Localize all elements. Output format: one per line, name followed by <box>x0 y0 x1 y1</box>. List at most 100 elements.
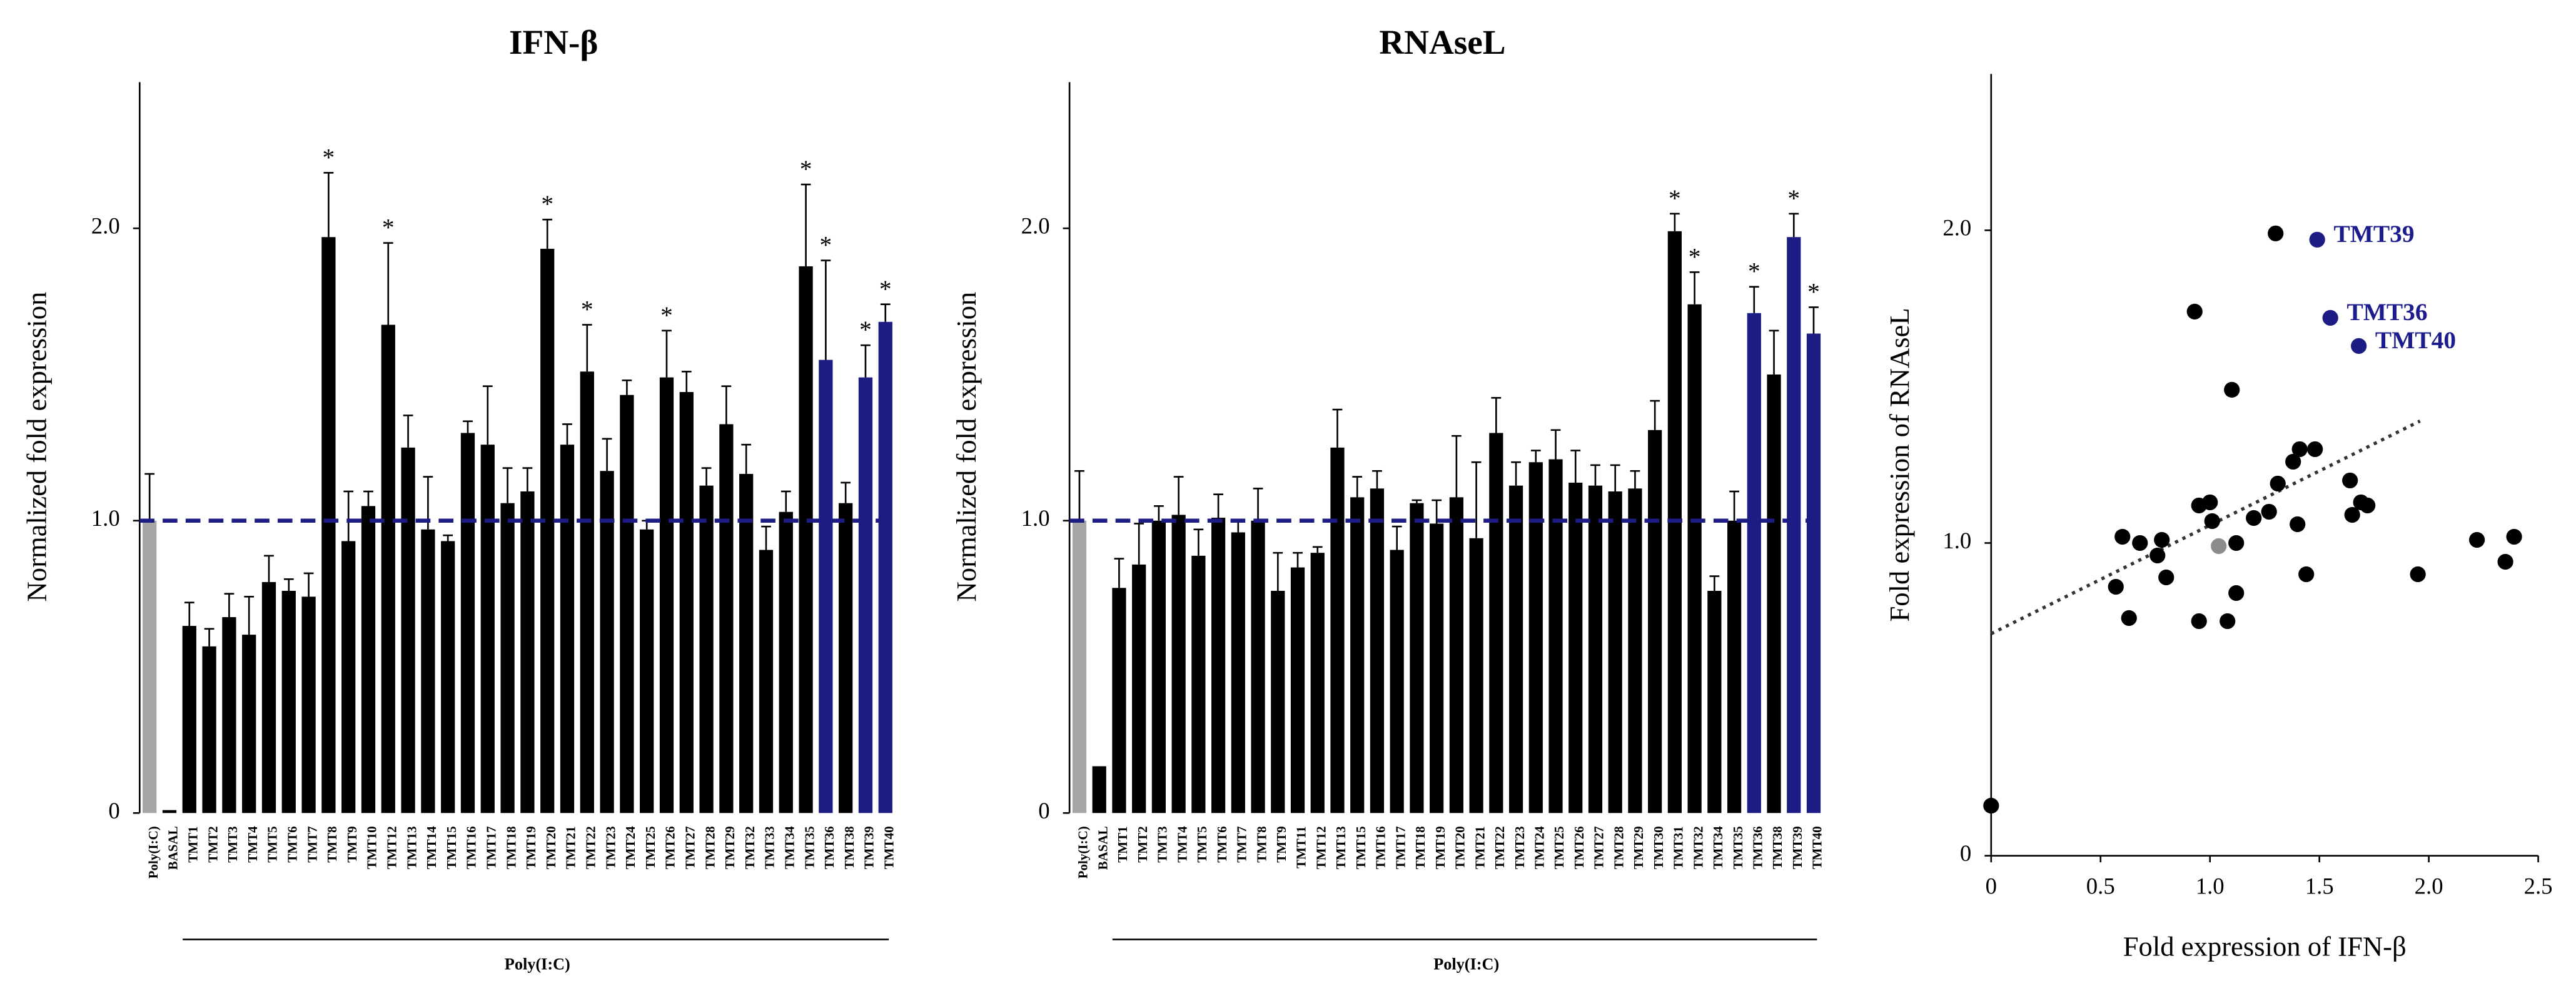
bar <box>381 324 395 813</box>
x-tick-label: TMT13 <box>1333 826 1348 869</box>
x-tick-label: TMT13 <box>404 826 419 869</box>
point <box>2154 531 2170 548</box>
x-tick-label: TMT16 <box>1373 826 1388 869</box>
x-tick-label: 2.0 <box>2415 873 2443 899</box>
bar <box>401 447 415 813</box>
point <box>2497 553 2513 570</box>
x-tick-label: TMT7 <box>1235 826 1250 862</box>
x-tick-label: TMT35 <box>802 826 817 869</box>
x-tick-label: TMT32 <box>742 826 757 869</box>
bar <box>739 473 754 813</box>
bar <box>600 471 614 813</box>
x-tick-label: TMT38 <box>842 826 857 869</box>
x-tick-label: TMT1 <box>185 826 200 862</box>
x-tick-label: TMT25 <box>1552 826 1567 869</box>
x-tick-label: TMT7 <box>305 826 320 862</box>
bar <box>1151 520 1166 813</box>
y-tick-label: 1.0 <box>1942 528 1971 553</box>
x-tick-label: 2.5 <box>2524 873 2553 899</box>
x-tick-label: TMT39 <box>1790 826 1805 869</box>
x-tick-label: BASAL <box>1095 826 1110 870</box>
significance-star: * <box>382 214 395 241</box>
bar <box>301 596 316 813</box>
bar <box>202 646 216 813</box>
bar <box>759 550 774 813</box>
x-tick-label: TMT26 <box>663 826 678 869</box>
bar <box>321 237 336 813</box>
significance-star: * <box>859 316 872 343</box>
bar <box>182 626 196 813</box>
x-tick-label: TMT8 <box>325 826 340 862</box>
bar <box>620 395 634 813</box>
chart-title: RNAseL <box>1379 23 1505 61</box>
bar <box>779 511 793 813</box>
bar <box>1092 766 1106 813</box>
x-tick-label: TMT3 <box>1155 826 1170 862</box>
significance-star: * <box>541 190 553 218</box>
bar <box>679 392 694 813</box>
bar <box>1211 518 1226 813</box>
point <box>2351 338 2367 354</box>
bar <box>1290 567 1305 813</box>
x-tick-label: TMT34 <box>782 826 797 869</box>
x-tick-label: TMT20 <box>1453 826 1468 869</box>
point <box>2191 613 2207 630</box>
bar <box>580 371 594 813</box>
bar <box>1390 550 1404 813</box>
y-axis-title: Normalized fold expression <box>21 292 52 602</box>
significance-star: * <box>800 155 812 183</box>
bar <box>1430 523 1444 813</box>
point <box>2186 303 2203 319</box>
point <box>2261 503 2277 520</box>
x-tick-label: TMT12 <box>1313 826 1328 869</box>
point <box>2410 566 2426 583</box>
x-tick-label: TMT22 <box>583 826 598 869</box>
significance-star: * <box>1787 184 1800 212</box>
bar <box>1608 491 1622 813</box>
x-tick-label: TMT27 <box>1592 826 1607 869</box>
x-tick-label: TMT5 <box>265 826 280 862</box>
point <box>2285 453 2301 470</box>
bar <box>1568 482 1583 813</box>
bar <box>480 445 495 813</box>
y-tick-label: 0 <box>1038 798 1049 823</box>
x-tick-label: TMT6 <box>285 826 300 862</box>
point <box>2228 585 2245 601</box>
point <box>2220 613 2236 630</box>
bar <box>1191 555 1206 813</box>
bar <box>1588 485 1603 813</box>
y-tick-label: 1.0 <box>91 505 120 531</box>
bar <box>659 377 674 813</box>
x-tick-label: TMT4 <box>1174 826 1190 863</box>
point <box>2290 516 2306 533</box>
x-tick-label: TMT22 <box>1492 826 1507 869</box>
significance-star: * <box>323 143 335 171</box>
point <box>2204 513 2220 530</box>
x-tick-label: TMT2 <box>1135 826 1150 862</box>
significance-star: * <box>660 301 673 329</box>
bar <box>1132 564 1146 813</box>
bar <box>520 491 535 813</box>
bar <box>1271 590 1285 813</box>
y-tick-label: 0 <box>1960 840 1971 866</box>
x-tick-label: 1.0 <box>2196 873 2225 899</box>
bar <box>421 529 435 813</box>
point <box>2344 506 2360 523</box>
x-tick-label: TMT11 <box>1294 826 1309 868</box>
point <box>2132 535 2148 551</box>
significance-star: * <box>1669 184 1681 212</box>
bar <box>1648 430 1662 813</box>
bar <box>222 617 236 813</box>
bar <box>719 424 734 813</box>
x-tick-label: TMT28 <box>702 826 717 869</box>
bar <box>878 321 892 813</box>
x-tick-label: TMT30 <box>1651 826 1666 869</box>
bar <box>1112 588 1126 813</box>
x-tick-label: TMT36 <box>822 826 837 869</box>
y-axis-title: Fold expression of RNAseL <box>1884 308 1915 621</box>
point <box>2298 566 2315 583</box>
group-label: Poly(I:C) <box>1433 955 1499 973</box>
bar <box>1787 237 1801 813</box>
x-tick-label: TMT3 <box>225 826 240 862</box>
y-tick-label: 2.0 <box>1942 215 1971 241</box>
